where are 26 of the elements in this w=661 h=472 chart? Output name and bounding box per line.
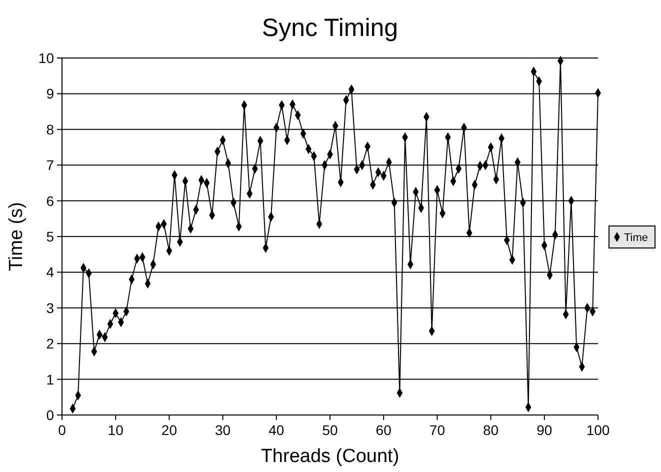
- legend-label: Time: [624, 232, 648, 244]
- x-tick-label: 20: [161, 422, 178, 438]
- y-tick-label: 1: [46, 371, 54, 388]
- y-tick-label: 2: [46, 336, 54, 352]
- y-tick-label: 8: [46, 121, 54, 138]
- x-tick-label: 0: [58, 422, 66, 438]
- x-tick-label: 50: [322, 422, 338, 438]
- y-tick-label: 7: [46, 157, 54, 174]
- x-tick-label: 60: [376, 422, 392, 438]
- chart-title: Sync Timing: [262, 14, 398, 42]
- x-tick-label: 30: [215, 422, 231, 438]
- x-tick-label: 90: [536, 422, 552, 438]
- x-tick-label: 100: [586, 422, 610, 438]
- x-tick-label: 10: [108, 422, 124, 438]
- x-axis-title: Threads (Count): [260, 446, 400, 467]
- y-tick-label: 9: [46, 86, 54, 102]
- y-axis-title: Time (s): [6, 202, 27, 271]
- x-tick-label: 40: [268, 422, 284, 438]
- y-tick-label: 0: [46, 407, 54, 423]
- y-tick-label: 10: [38, 50, 54, 66]
- x-tick-label: 70: [429, 422, 446, 438]
- x-tick-label: 80: [483, 422, 499, 438]
- y-tick-label: 5: [46, 228, 54, 244]
- y-tick-label: 3: [46, 300, 54, 316]
- y-tick-label: 4: [46, 264, 54, 280]
- y-tick-label: 6: [46, 192, 54, 209]
